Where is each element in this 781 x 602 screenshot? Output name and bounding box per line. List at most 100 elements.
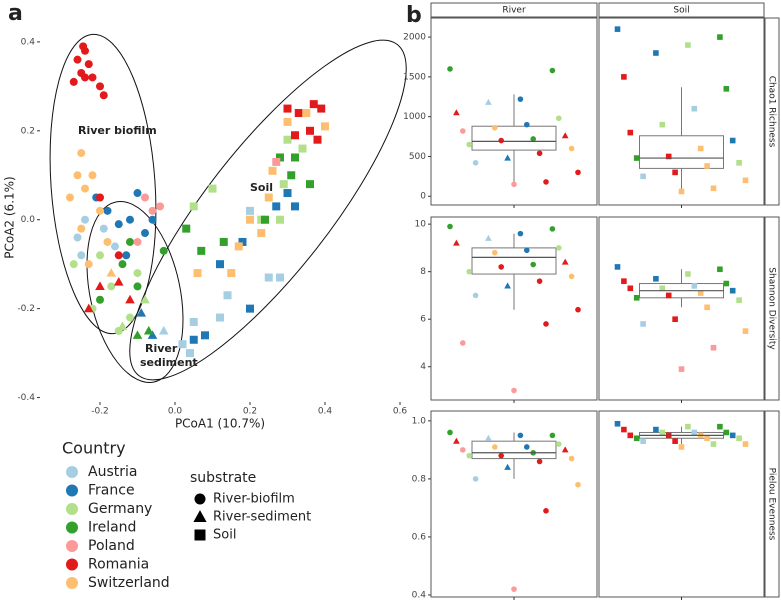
point <box>111 242 119 251</box>
legend-swatch <box>66 503 78 515</box>
point <box>466 452 473 459</box>
point <box>99 91 108 100</box>
y-tick-label: -0.2 <box>17 304 35 314</box>
point <box>511 181 517 188</box>
point <box>472 292 479 299</box>
point <box>238 237 247 246</box>
point <box>159 246 168 255</box>
point <box>317 104 326 113</box>
point <box>653 426 659 433</box>
point <box>306 180 314 189</box>
point <box>298 144 307 153</box>
point <box>736 297 742 303</box>
y-tick-label: 1500 <box>403 72 426 82</box>
point <box>291 131 299 140</box>
point <box>498 452 505 459</box>
point <box>492 249 498 256</box>
point <box>504 282 511 289</box>
point <box>614 264 621 270</box>
point <box>283 189 292 198</box>
y-tick-label: 8 <box>420 267 426 277</box>
legend-label: Germany <box>88 501 152 517</box>
point <box>524 444 530 450</box>
point <box>614 420 621 427</box>
point <box>729 287 736 294</box>
point <box>627 432 634 439</box>
point <box>704 304 710 311</box>
y-tick-label: 2000 <box>403 33 426 43</box>
point <box>81 215 89 224</box>
point <box>524 121 530 128</box>
point <box>659 285 666 292</box>
point <box>485 98 492 105</box>
point <box>485 434 492 441</box>
point <box>114 251 123 260</box>
legend-label: Romania <box>88 557 149 573</box>
point <box>742 177 749 184</box>
point <box>665 292 672 299</box>
point <box>504 154 511 161</box>
legend-swatch <box>66 466 78 478</box>
point <box>549 67 556 74</box>
point <box>197 246 206 255</box>
point <box>659 121 666 128</box>
legend-label: Poland <box>88 538 135 554</box>
point <box>279 180 288 189</box>
box <box>639 135 724 169</box>
point <box>530 261 536 268</box>
point <box>697 145 704 152</box>
point <box>517 96 524 102</box>
y-axis-title: PCoA2 (6.1%) <box>3 176 17 258</box>
point <box>633 435 640 442</box>
legend-swatch <box>66 558 78 571</box>
point <box>549 226 556 232</box>
point <box>736 160 742 166</box>
point <box>561 258 569 265</box>
points <box>614 264 749 372</box>
points <box>447 223 581 394</box>
point <box>536 150 543 157</box>
x-tick-label: 0.2 <box>243 407 257 417</box>
point <box>114 220 123 229</box>
panel <box>598 216 765 401</box>
point <box>147 330 158 339</box>
y-tick-label: 0 <box>420 192 426 202</box>
strip <box>598 2 765 18</box>
point <box>659 429 666 436</box>
y-tick-label: -0.4 <box>17 393 35 403</box>
point <box>81 46 89 55</box>
point <box>287 171 296 180</box>
point <box>69 77 78 86</box>
facet-label: River <box>502 6 526 16</box>
legend-swatch <box>66 540 78 552</box>
point <box>575 306 581 313</box>
point <box>530 136 536 142</box>
row-label: Pielou Evenness <box>767 468 777 541</box>
annotation: River biofilm <box>78 124 157 137</box>
point <box>672 169 678 176</box>
point <box>453 109 460 116</box>
point <box>95 281 105 291</box>
point <box>710 185 717 192</box>
point <box>633 155 640 161</box>
point <box>685 42 691 48</box>
point <box>77 224 86 233</box>
point <box>621 426 627 433</box>
point <box>201 331 209 340</box>
point <box>73 171 82 180</box>
point <box>96 82 104 91</box>
point <box>272 202 281 211</box>
point <box>723 280 730 287</box>
y-tick-label: 10 <box>415 220 427 230</box>
y-tick-label: 500 <box>409 152 426 162</box>
point <box>156 202 164 211</box>
point <box>246 206 254 215</box>
point <box>227 269 236 278</box>
point <box>133 189 142 198</box>
legend-label: Ireland <box>88 520 136 536</box>
point <box>158 325 169 335</box>
point <box>536 278 543 284</box>
legend-title: substrate <box>190 470 256 486</box>
y-tick-label: 0.8 <box>412 474 427 484</box>
